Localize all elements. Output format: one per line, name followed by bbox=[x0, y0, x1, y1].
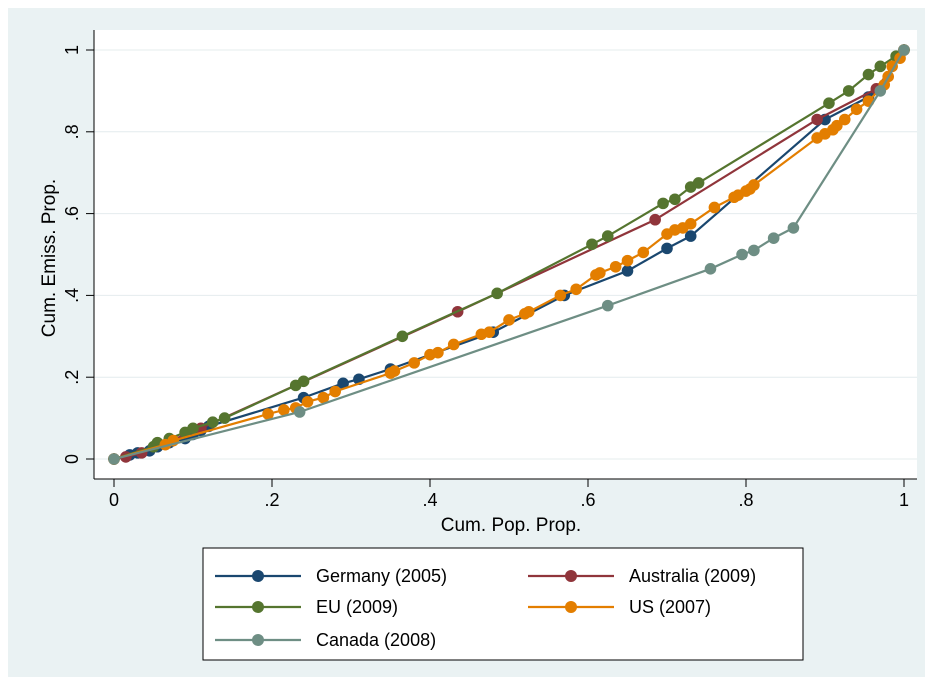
data-point bbox=[108, 453, 120, 465]
x-tick-label: 0 bbox=[109, 490, 119, 510]
legend-label: EU (2009) bbox=[316, 597, 398, 617]
data-point bbox=[396, 330, 409, 343]
data-point bbox=[862, 68, 875, 81]
legend-swatch-marker bbox=[565, 601, 577, 613]
data-point bbox=[301, 395, 314, 408]
data-point bbox=[669, 193, 681, 206]
y-tick-label: 0 bbox=[62, 454, 82, 464]
data-point bbox=[621, 254, 634, 267]
data-point bbox=[692, 177, 705, 189]
legend-swatch-marker bbox=[252, 601, 264, 613]
x-tick-label: .2 bbox=[264, 490, 279, 510]
data-point bbox=[767, 232, 780, 244]
data-point bbox=[621, 265, 634, 277]
data-point bbox=[748, 179, 760, 191]
legend-label: Canada (2008) bbox=[316, 630, 436, 650]
data-point bbox=[736, 248, 748, 261]
data-point bbox=[554, 289, 567, 302]
legend-label: Germany (2005) bbox=[316, 566, 447, 586]
legend-item: EU (2009) bbox=[215, 597, 398, 617]
data-point bbox=[874, 85, 887, 97]
data-point bbox=[329, 385, 342, 398]
data-point bbox=[787, 222, 800, 234]
x-axis-label: Cum. Pop. Prop. bbox=[441, 515, 581, 536]
legend-swatch-marker bbox=[252, 570, 264, 582]
data-point bbox=[262, 408, 274, 420]
legend-item: US (2007) bbox=[528, 597, 711, 617]
y-tick-label: .2 bbox=[62, 370, 82, 385]
data-point bbox=[586, 238, 598, 251]
data-point bbox=[570, 283, 582, 296]
grid-lines bbox=[94, 49, 917, 460]
plot-area bbox=[94, 30, 917, 479]
data-point bbox=[708, 201, 721, 214]
series-4 bbox=[108, 44, 910, 465]
data-point bbox=[649, 213, 661, 226]
data-point bbox=[838, 113, 851, 126]
data-point bbox=[432, 346, 444, 359]
data-point bbox=[317, 391, 330, 404]
data-point bbox=[823, 97, 835, 109]
data-point bbox=[388, 365, 401, 377]
data-point bbox=[601, 230, 614, 242]
data-point bbox=[898, 44, 910, 56]
y-axis-label: Cum. Emiss. Prop. bbox=[39, 179, 60, 337]
legend-swatch-marker bbox=[252, 634, 264, 646]
legend-item: Germany (2005) bbox=[215, 566, 447, 586]
data-point bbox=[447, 338, 460, 351]
data-point bbox=[503, 314, 515, 326]
data-point bbox=[684, 218, 697, 230]
x-tick-label: .4 bbox=[422, 490, 437, 510]
y-tick-label: .6 bbox=[62, 206, 82, 221]
data-point bbox=[684, 230, 697, 242]
y-tick-label: 1 bbox=[62, 45, 82, 55]
data-point bbox=[601, 299, 614, 312]
data-point bbox=[483, 326, 496, 339]
y-tick-label: .8 bbox=[62, 124, 82, 139]
x-tick-label: .8 bbox=[738, 490, 753, 510]
data-point bbox=[874, 60, 887, 73]
data-point bbox=[842, 85, 855, 97]
data-point bbox=[293, 406, 306, 418]
data-point bbox=[609, 260, 622, 273]
x-tick-label: .6 bbox=[580, 490, 595, 510]
data-point bbox=[661, 242, 673, 255]
data-point bbox=[297, 375, 310, 388]
data-point bbox=[657, 197, 669, 210]
legend: Germany (2005) Australia (2009) EU (2009) U… bbox=[202, 547, 804, 661]
data-point bbox=[594, 267, 606, 279]
data-point bbox=[408, 357, 421, 369]
data-point bbox=[748, 244, 760, 257]
data-point bbox=[187, 422, 199, 435]
data-point bbox=[278, 404, 290, 416]
data-point bbox=[218, 412, 231, 424]
legend-label: US (2007) bbox=[629, 597, 711, 617]
data-point bbox=[337, 377, 349, 390]
data-point bbox=[811, 113, 823, 126]
legend-swatch-marker bbox=[565, 570, 577, 582]
data-point bbox=[637, 246, 650, 259]
data-point bbox=[522, 305, 535, 318]
x-tick-label: 1 bbox=[899, 490, 909, 510]
data-point bbox=[704, 263, 717, 275]
axes: 0 .2 .4 .6 .8 1 0 .2 .4 .6 .8 1 bbox=[62, 30, 917, 510]
series-group bbox=[108, 44, 910, 465]
y-tick-label: .4 bbox=[62, 288, 82, 303]
data-point bbox=[850, 103, 863, 116]
legend-label: Australia (2009) bbox=[629, 566, 756, 586]
data-point bbox=[491, 287, 503, 300]
data-point bbox=[831, 119, 843, 132]
data-point bbox=[206, 416, 219, 428]
legend-box bbox=[202, 547, 804, 661]
legend-item: Canada (2008) bbox=[215, 630, 436, 650]
legend-item: Australia (2009) bbox=[528, 566, 756, 586]
series-line bbox=[113, 49, 905, 461]
